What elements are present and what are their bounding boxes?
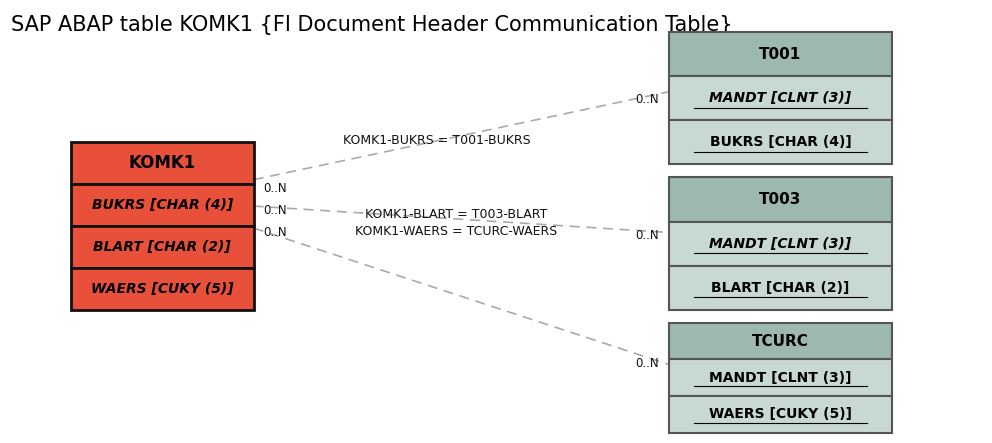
Text: KOMK1: KOMK1 [129,154,195,172]
FancyBboxPatch shape [670,120,892,164]
FancyBboxPatch shape [70,268,254,310]
Text: BUKRS [CHAR (4)]: BUKRS [CHAR (4)] [91,198,233,212]
Text: T001: T001 [759,47,802,62]
Text: SAP ABAP table KOMK1 {FI Document Header Communication Table}: SAP ABAP table KOMK1 {FI Document Header… [11,15,733,35]
Text: KOMK1-WAERS = TCURC-WAERS: KOMK1-WAERS = TCURC-WAERS [355,225,558,238]
FancyBboxPatch shape [670,222,892,265]
Text: MANDT [CLNT (3)]: MANDT [CLNT (3)] [709,237,851,250]
Text: MANDT [CLNT (3)]: MANDT [CLNT (3)] [709,91,851,105]
Text: WAERS [CUKY (5)]: WAERS [CUKY (5)] [709,408,852,421]
Text: 0..N: 0..N [264,182,287,195]
Text: 0..N: 0..N [636,229,660,242]
Text: 0..N: 0..N [636,357,660,370]
FancyBboxPatch shape [70,184,254,226]
Text: KOMK1-BUKRS = T001-BUKRS: KOMK1-BUKRS = T001-BUKRS [343,133,531,147]
Text: 0..N: 0..N [264,226,287,239]
Text: 0..N: 0..N [264,204,287,217]
Text: BUKRS [CHAR (4)]: BUKRS [CHAR (4)] [709,135,851,149]
FancyBboxPatch shape [670,359,892,396]
Text: MANDT [CLNT (3)]: MANDT [CLNT (3)] [709,371,852,385]
Text: T003: T003 [759,192,802,207]
FancyBboxPatch shape [70,142,254,184]
FancyBboxPatch shape [670,76,892,120]
Text: TCURC: TCURC [752,334,808,349]
FancyBboxPatch shape [670,32,892,76]
FancyBboxPatch shape [670,396,892,433]
Text: 0..N: 0..N [636,93,660,105]
Text: BLART [CHAR (2)]: BLART [CHAR (2)] [711,280,849,295]
FancyBboxPatch shape [70,226,254,268]
Text: WAERS [CUKY (5)]: WAERS [CUKY (5)] [91,282,233,295]
FancyBboxPatch shape [670,178,892,222]
Text: KOMK1-BLART = T003-BLART: KOMK1-BLART = T003-BLART [365,208,548,221]
FancyBboxPatch shape [670,323,892,359]
FancyBboxPatch shape [670,265,892,310]
Text: BLART [CHAR (2)]: BLART [CHAR (2)] [93,240,231,254]
